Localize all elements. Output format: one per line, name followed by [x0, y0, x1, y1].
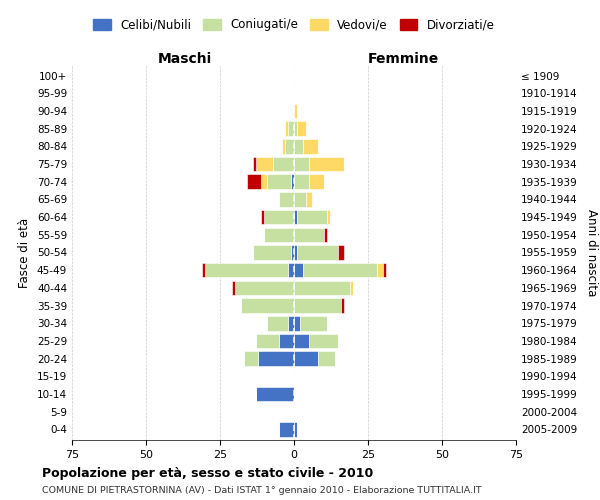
Bar	[288, 122, 294, 136]
Bar	[265, 210, 294, 224]
Bar	[294, 352, 317, 366]
Bar	[253, 157, 256, 172]
Bar	[294, 263, 303, 278]
Bar	[294, 280, 350, 295]
Bar	[282, 139, 285, 154]
Bar	[265, 228, 294, 242]
Bar	[294, 334, 309, 348]
Bar	[303, 263, 377, 278]
Bar	[309, 157, 344, 172]
Bar	[288, 316, 294, 330]
Bar	[297, 210, 326, 224]
Bar	[285, 122, 288, 136]
Bar	[279, 334, 294, 348]
Bar	[309, 174, 323, 189]
Bar	[294, 139, 303, 154]
Legend: Celibi/Nubili, Coniugati/e, Vedovi/e, Divorziati/e: Celibi/Nubili, Coniugati/e, Vedovi/e, Di…	[93, 18, 495, 32]
Bar	[294, 298, 341, 313]
Bar	[279, 422, 294, 436]
Bar	[291, 245, 294, 260]
Bar	[256, 334, 279, 348]
Bar	[297, 122, 306, 136]
Bar	[300, 316, 326, 330]
Text: Maschi: Maschi	[157, 52, 212, 66]
Bar	[303, 139, 317, 154]
Bar	[288, 263, 294, 278]
Bar	[285, 139, 294, 154]
Bar	[241, 298, 294, 313]
Bar	[247, 174, 262, 189]
Bar	[294, 174, 309, 189]
Bar	[317, 352, 335, 366]
Bar	[309, 334, 338, 348]
Bar	[297, 245, 338, 260]
Bar	[338, 245, 344, 260]
Bar	[268, 316, 288, 330]
Bar	[259, 352, 294, 366]
Bar	[273, 157, 294, 172]
Bar	[377, 263, 383, 278]
Bar	[256, 387, 294, 402]
Bar	[306, 192, 312, 206]
Bar	[350, 280, 353, 295]
Bar	[253, 245, 291, 260]
Bar	[294, 122, 297, 136]
Bar	[294, 104, 297, 118]
Bar	[294, 422, 297, 436]
Bar	[294, 192, 306, 206]
Bar	[294, 316, 300, 330]
Y-axis label: Fasce di età: Fasce di età	[19, 218, 31, 288]
Bar	[262, 210, 265, 224]
Bar	[202, 263, 205, 278]
Bar	[326, 210, 329, 224]
Bar	[205, 263, 288, 278]
Y-axis label: Anni di nascita: Anni di nascita	[584, 209, 598, 296]
Bar	[262, 174, 268, 189]
Bar	[294, 228, 323, 242]
Bar	[256, 157, 273, 172]
Text: Femmine: Femmine	[368, 52, 439, 66]
Bar	[294, 210, 297, 224]
Text: Popolazione per età, sesso e stato civile - 2010: Popolazione per età, sesso e stato civil…	[42, 468, 373, 480]
Bar	[341, 298, 344, 313]
Bar	[232, 280, 235, 295]
Bar	[383, 263, 386, 278]
Bar	[235, 280, 294, 295]
Bar	[268, 174, 291, 189]
Bar	[279, 192, 294, 206]
Bar	[294, 157, 309, 172]
Bar	[291, 174, 294, 189]
Bar	[244, 352, 259, 366]
Text: COMUNE DI PIETRASTORNINA (AV) - Dati ISTAT 1° gennaio 2010 - Elaborazione TUTTIT: COMUNE DI PIETRASTORNINA (AV) - Dati IST…	[42, 486, 482, 495]
Bar	[323, 228, 326, 242]
Bar	[294, 245, 297, 260]
